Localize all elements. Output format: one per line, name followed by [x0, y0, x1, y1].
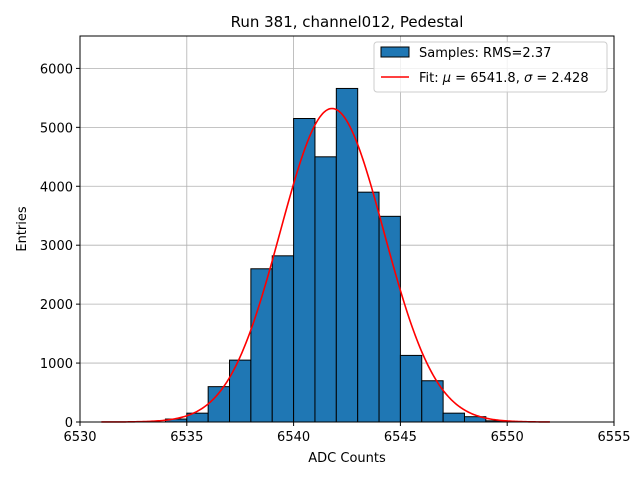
x-tick-label: 6545 [384, 430, 417, 445]
histogram-bar [399, 354, 423, 423]
chart-title: Run 381, channel012, Pedestal [231, 13, 464, 31]
legend-box [373, 41, 608, 93]
histogram-bar [293, 118, 316, 423]
legend-swatch-samples [380, 46, 410, 58]
histogram-bar [442, 412, 465, 423]
legend-label-samples: Samples: RMS=2.37 [419, 46, 551, 61]
plot-frame [79, 35, 615, 423]
x-tick-label: 6540 [277, 430, 310, 445]
histogram-bar [229, 359, 252, 423]
x-tick-label: 6530 [63, 430, 96, 445]
y-tick-label: 2000 [40, 298, 73, 313]
legend: Samples: RMS=2.37 Fit: μ = 6541.8, σ = 2… [373, 41, 608, 93]
legend-label-fit: Fit: μ = 6541.8, σ = 2.428 [419, 71, 589, 86]
x-tick-label: 6550 [491, 430, 524, 445]
fit-curve [101, 107, 550, 423]
y-tick-label: 5000 [40, 121, 73, 136]
histogram-bar [271, 255, 295, 423]
histogram-bar [357, 191, 380, 423]
y-tick-label: 3000 [40, 239, 73, 254]
x-tick-label: 6535 [170, 430, 203, 445]
y-axis-label: Entries [15, 206, 30, 252]
y-tick-label: 4000 [40, 180, 73, 195]
histogram-bar [314, 156, 337, 423]
histogram-bar [250, 268, 273, 423]
x-tick-label: 6555 [597, 430, 630, 445]
y-tick-label: 0 [65, 416, 73, 431]
histogram-bars [164, 87, 508, 423]
histogram-bar [378, 215, 401, 423]
fit-curve-group [101, 107, 550, 423]
y-axis-ticks: 0 1000 2000 3000 4000 5000 6000 [40, 62, 80, 431]
x-axis-label: ADC Counts [308, 451, 386, 466]
y-tick-label: 6000 [40, 62, 73, 77]
y-tick-label: 1000 [40, 357, 73, 372]
x-axis-ticks: 6530 6535 6540 6545 6550 6555 [63, 422, 631, 445]
